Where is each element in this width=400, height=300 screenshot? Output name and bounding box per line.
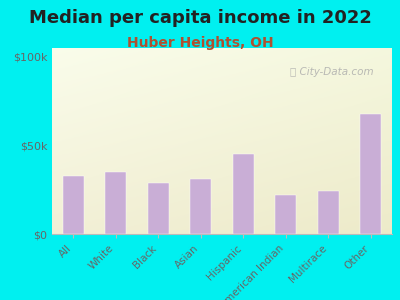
Bar xyxy=(105,172,126,234)
Bar xyxy=(148,183,169,234)
Text: Median per capita income in 2022: Median per capita income in 2022 xyxy=(28,9,372,27)
Text: Huber Heights, OH: Huber Heights, OH xyxy=(127,36,273,50)
Text: Ⓢ City-Data.com: Ⓢ City-Data.com xyxy=(290,67,374,76)
Bar xyxy=(318,191,339,234)
Bar xyxy=(190,179,211,234)
Bar xyxy=(360,113,381,234)
Bar xyxy=(233,154,254,234)
Bar xyxy=(275,195,296,234)
Bar xyxy=(63,176,84,234)
